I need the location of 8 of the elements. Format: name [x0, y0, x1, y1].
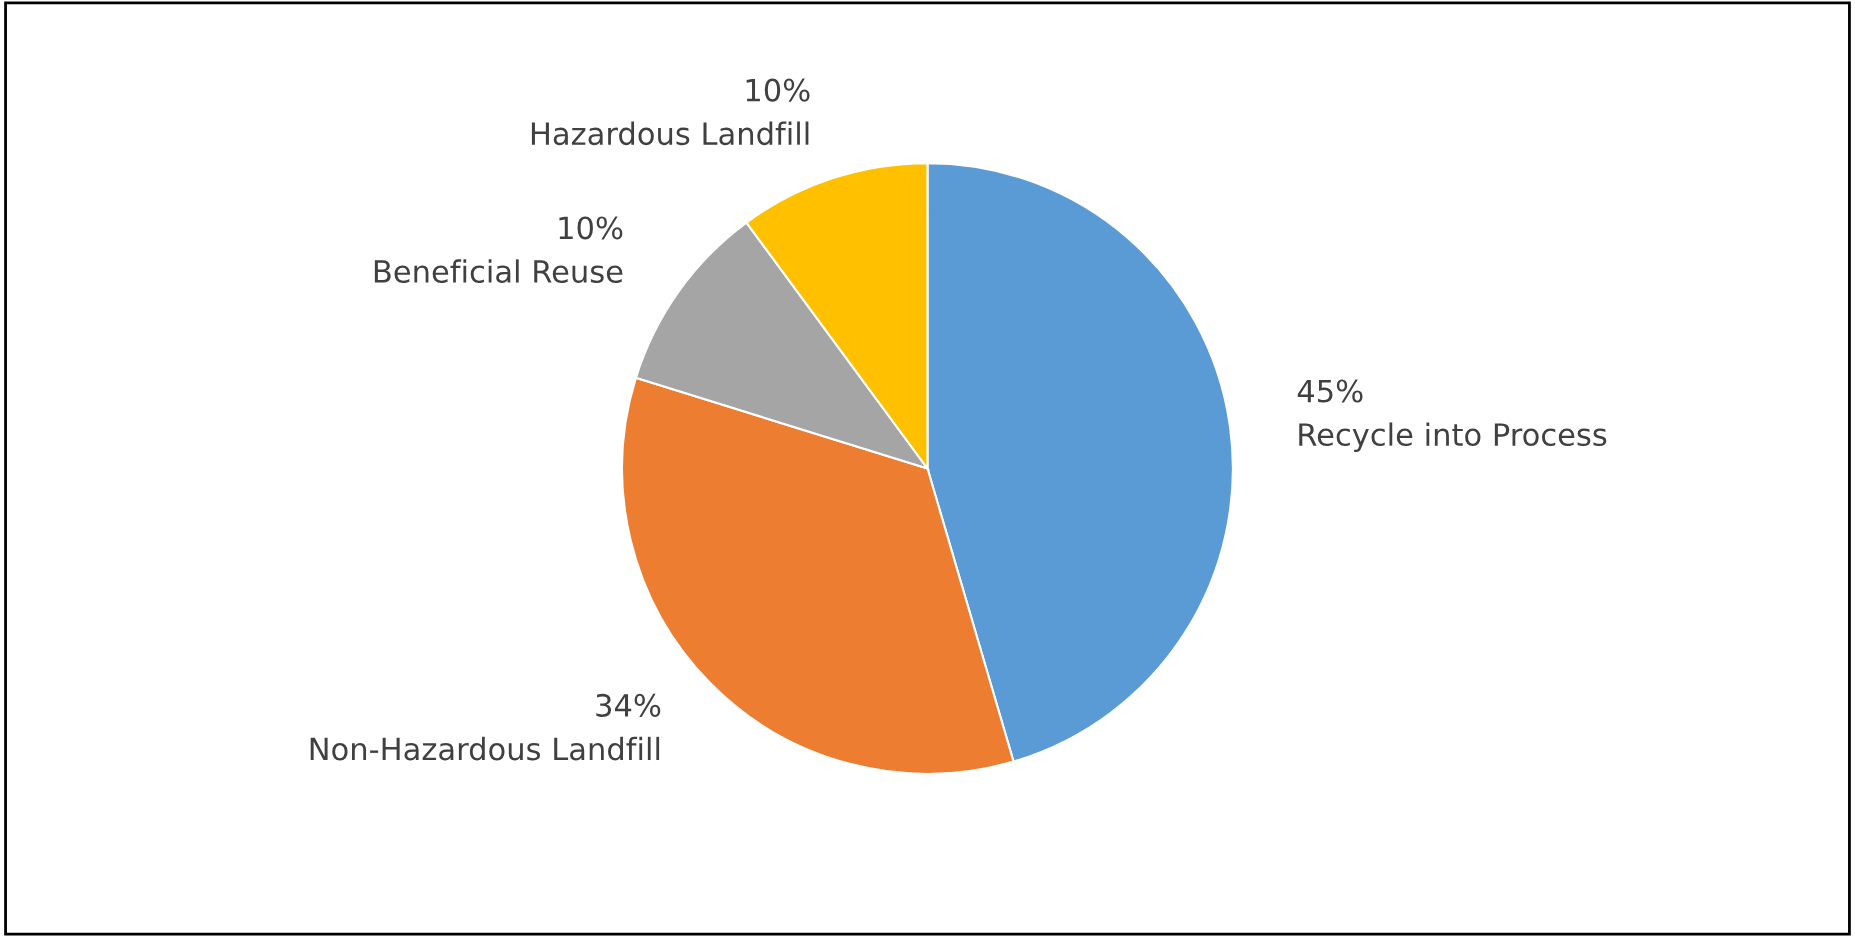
slice-label: Non-Hazardous Landfill — [310, 736, 660, 761]
data-label: 10% — [746, 78, 810, 102]
slice-label: Recycle into Process — [1299, 422, 1607, 453]
slice-label: Hazardous Landfill — [531, 121, 809, 146]
data-label: 34% — [596, 693, 661, 717]
slice-label: Beneficial Reuse — [374, 259, 623, 283]
data-label: 45% — [1297, 379, 1363, 403]
data-label: 10% — [559, 216, 623, 240]
